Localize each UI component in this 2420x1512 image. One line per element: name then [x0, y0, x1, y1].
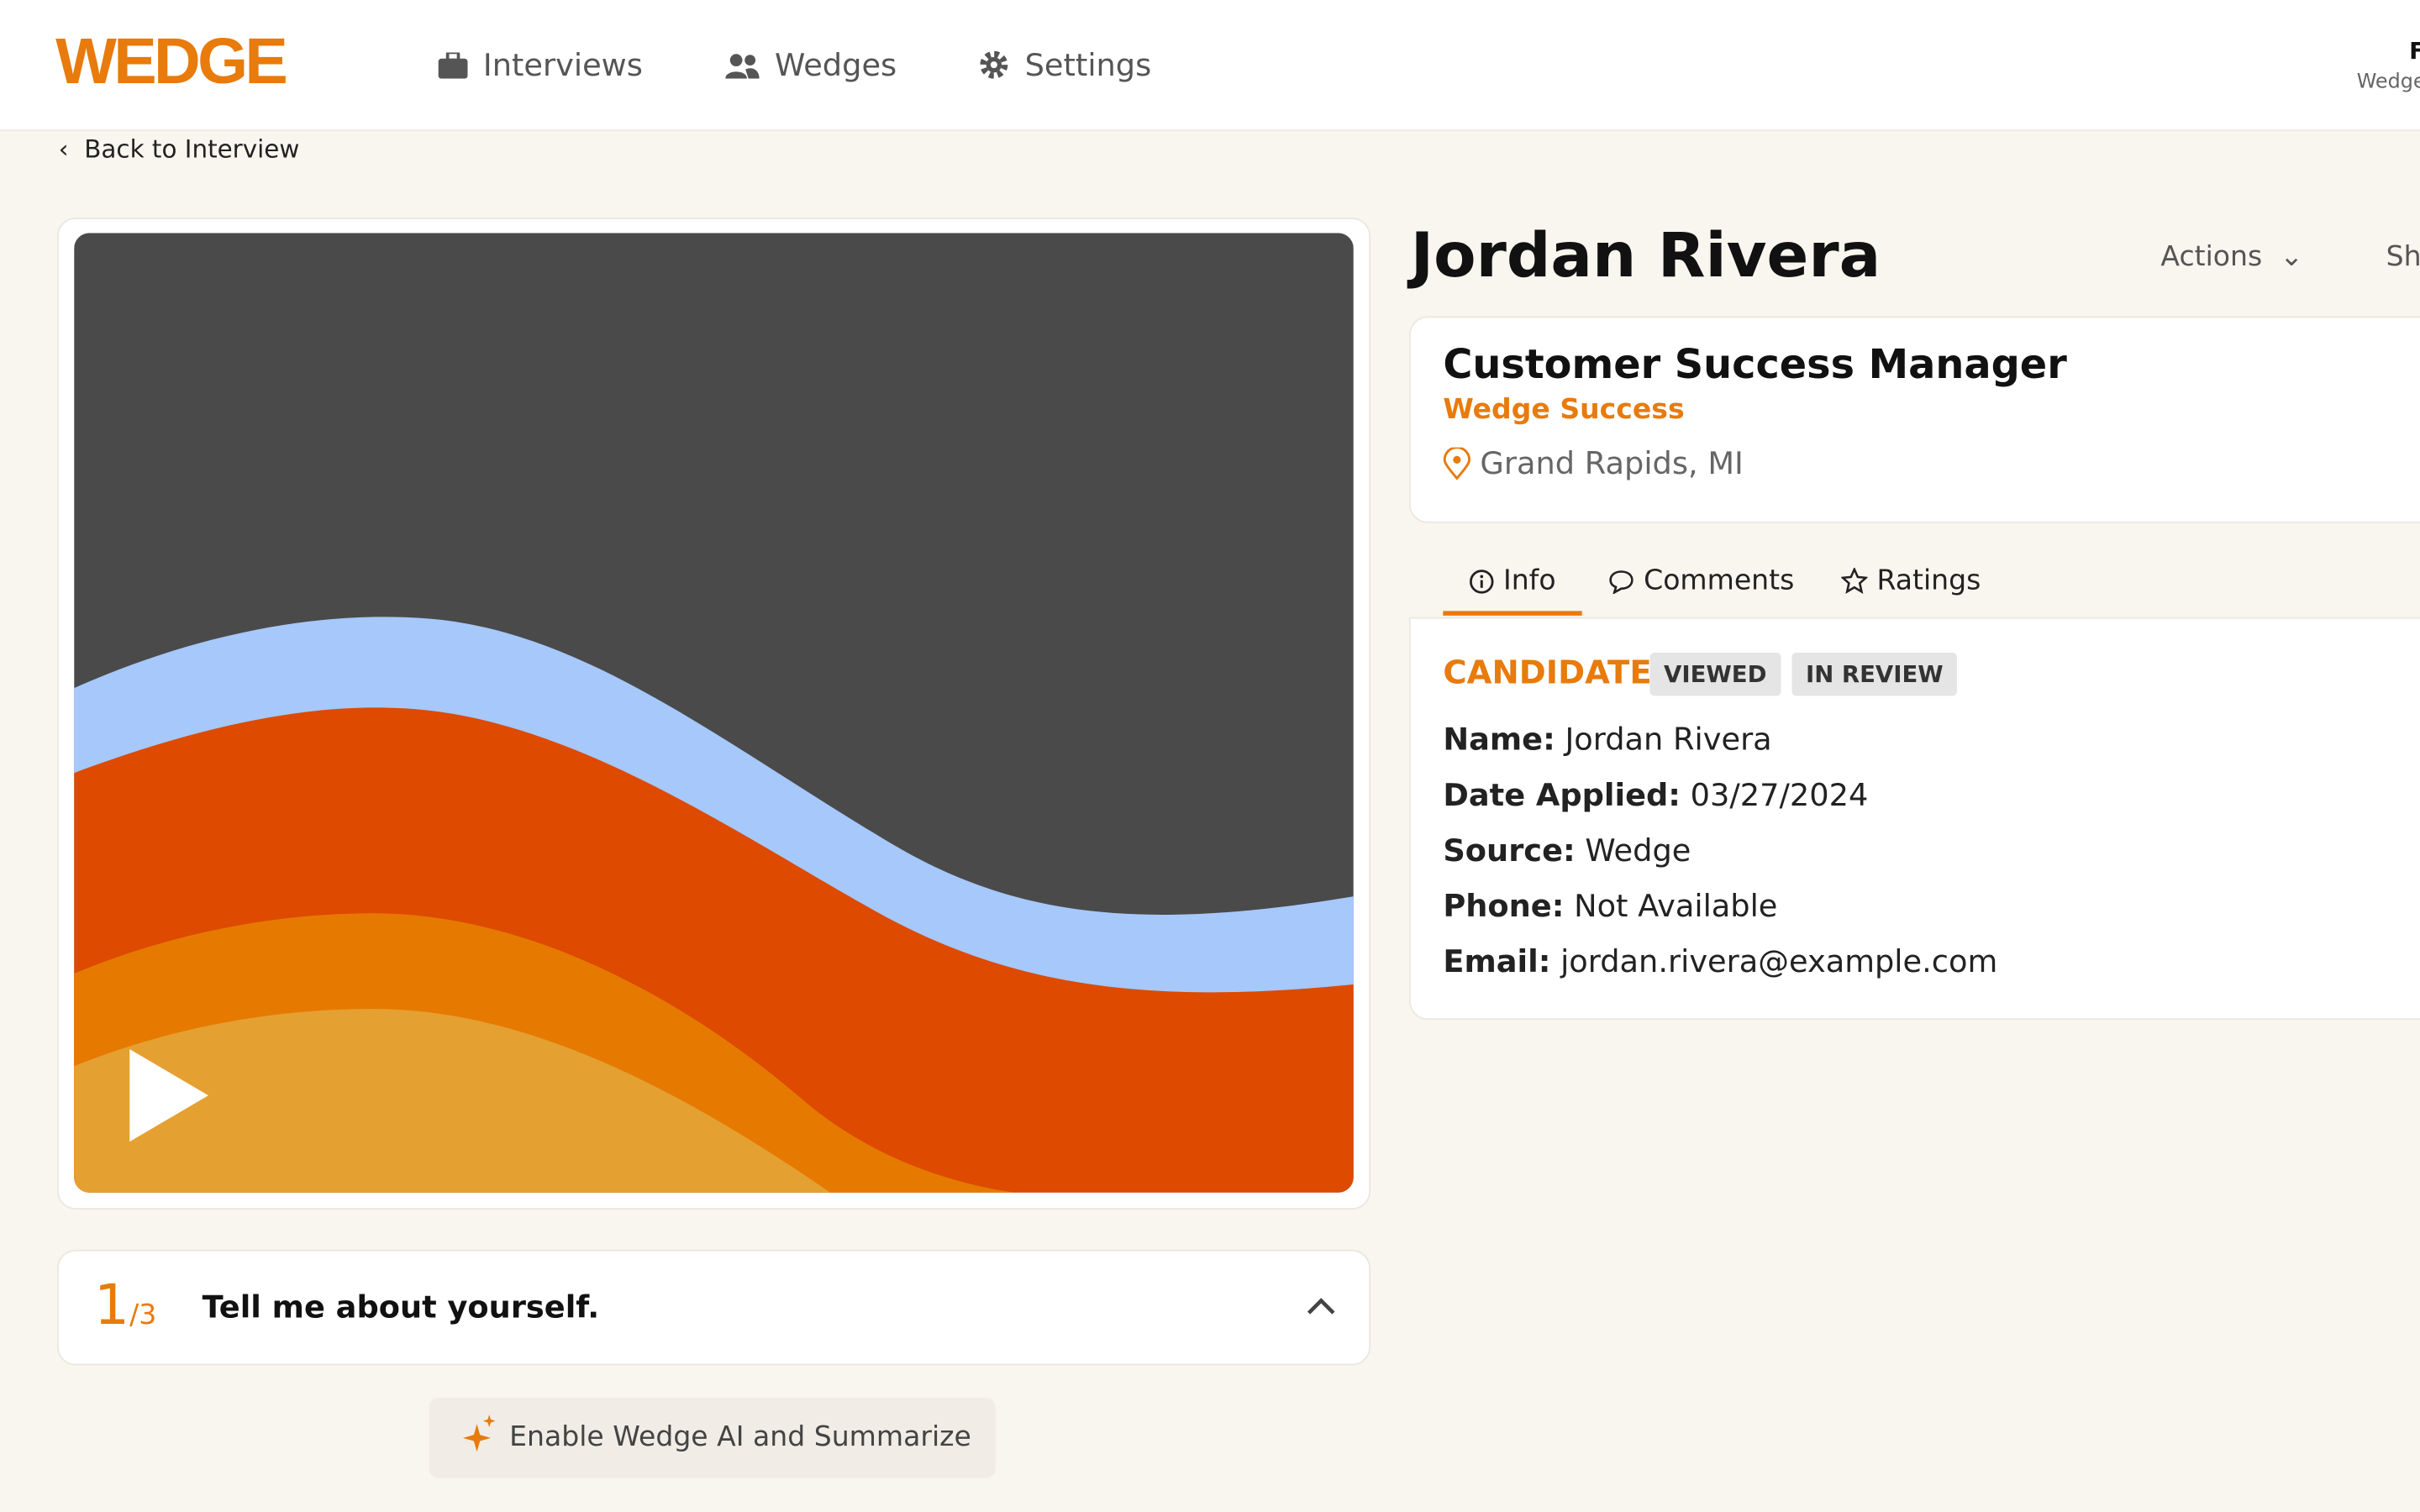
actions-menu[interactable]: Actions ⌄ [2160, 240, 2303, 274]
field-value: Wedge [1585, 832, 1691, 869]
tab-indicator [1443, 611, 1582, 616]
field-label: Source: [1443, 832, 1576, 869]
ai-label: Enable Wedge AI and Summarize [509, 1420, 971, 1454]
tab-info[interactable]: Info [1470, 564, 1556, 597]
tab-label: Comments [1644, 564, 1795, 597]
share-button[interactable]: Sh [2386, 240, 2420, 274]
field-value: jordan.rivera@example.com [1560, 942, 1998, 980]
user-org: Wedge [2356, 71, 2420, 95]
tab-comments[interactable]: Comments [1608, 564, 1794, 597]
field-label: Email: [1443, 942, 1551, 980]
info-field: Date Applied: 03/27/2024 [1443, 776, 1868, 813]
icon [1470, 569, 1494, 593]
tab-ratings[interactable]: Ratings [1841, 564, 1981, 597]
nav-label: Interviews [482, 46, 643, 84]
ai-button[interactable] [429, 1398, 996, 1478]
info-field: Name: Jordan Rivera [1443, 721, 1771, 758]
back-link[interactable]: ‹ Back to Interview [58, 134, 300, 164]
field-label: Date Applied: [1443, 775, 1681, 813]
nav-label: Settings [1024, 46, 1152, 84]
question-card[interactable] [56, 1249, 1371, 1366]
back-label: Back to Interview [84, 134, 300, 164]
badge: VIEWED [1649, 652, 1781, 696]
icon [980, 50, 1008, 79]
nav-label: Wedges [775, 46, 897, 84]
user-name[interactable]: F [2409, 37, 2420, 65]
play-button[interactable] [129, 1048, 208, 1142]
tab-label: Ratings [1876, 564, 1981, 597]
logo[interactable]: WEDGE [55, 24, 288, 97]
question-total: /3 [129, 1299, 157, 1332]
video[interactable] [74, 233, 1354, 1193]
job-company: Wedge Success [1443, 393, 1685, 426]
location-icon [1443, 447, 1471, 480]
collapse-icon[interactable] [1306, 1296, 1337, 1318]
candidate-name: Jordan Rivera [1410, 220, 1881, 292]
info-field: Email: jordan.rivera@example.com [1443, 942, 1997, 979]
sparkle-icon [463, 1415, 496, 1452]
nav-interviews[interactable]: Interviews [438, 46, 643, 84]
icon [1609, 570, 1634, 594]
job-title: Customer Success Manager [1443, 342, 2067, 389]
field-value: Not Available [1574, 887, 1778, 925]
badge: IN REVIEW [1791, 652, 1958, 696]
job-card [1408, 316, 2420, 523]
actions-label: Actions [2160, 240, 2263, 274]
question-number: 1 [94, 1274, 130, 1338]
icon [725, 53, 760, 78]
nav-settings[interactable]: Settings [978, 46, 1151, 83]
top-bar [0, 0, 2420, 132]
field-value: Jordan Rivera [1565, 720, 1772, 758]
question-index: 1/3 [94, 1274, 156, 1337]
question-text: Tell me about yourself. [202, 1288, 600, 1326]
icon [1841, 567, 1868, 595]
field-value: 03/27/2024 [1690, 775, 1869, 813]
tab-label: Info [1502, 564, 1556, 597]
job-location: Grand Rapids, MI [1480, 444, 1744, 482]
icon [438, 51, 468, 78]
status: CANDIDATE [1443, 654, 1652, 691]
info-field: Phone: Not Available [1443, 887, 1777, 924]
field-label: Phone: [1443, 887, 1565, 925]
info-field: Source: Wedge [1443, 832, 1691, 869]
field-label: Name: [1443, 720, 1555, 758]
nav-wedges[interactable]: Wedges [725, 46, 897, 83]
